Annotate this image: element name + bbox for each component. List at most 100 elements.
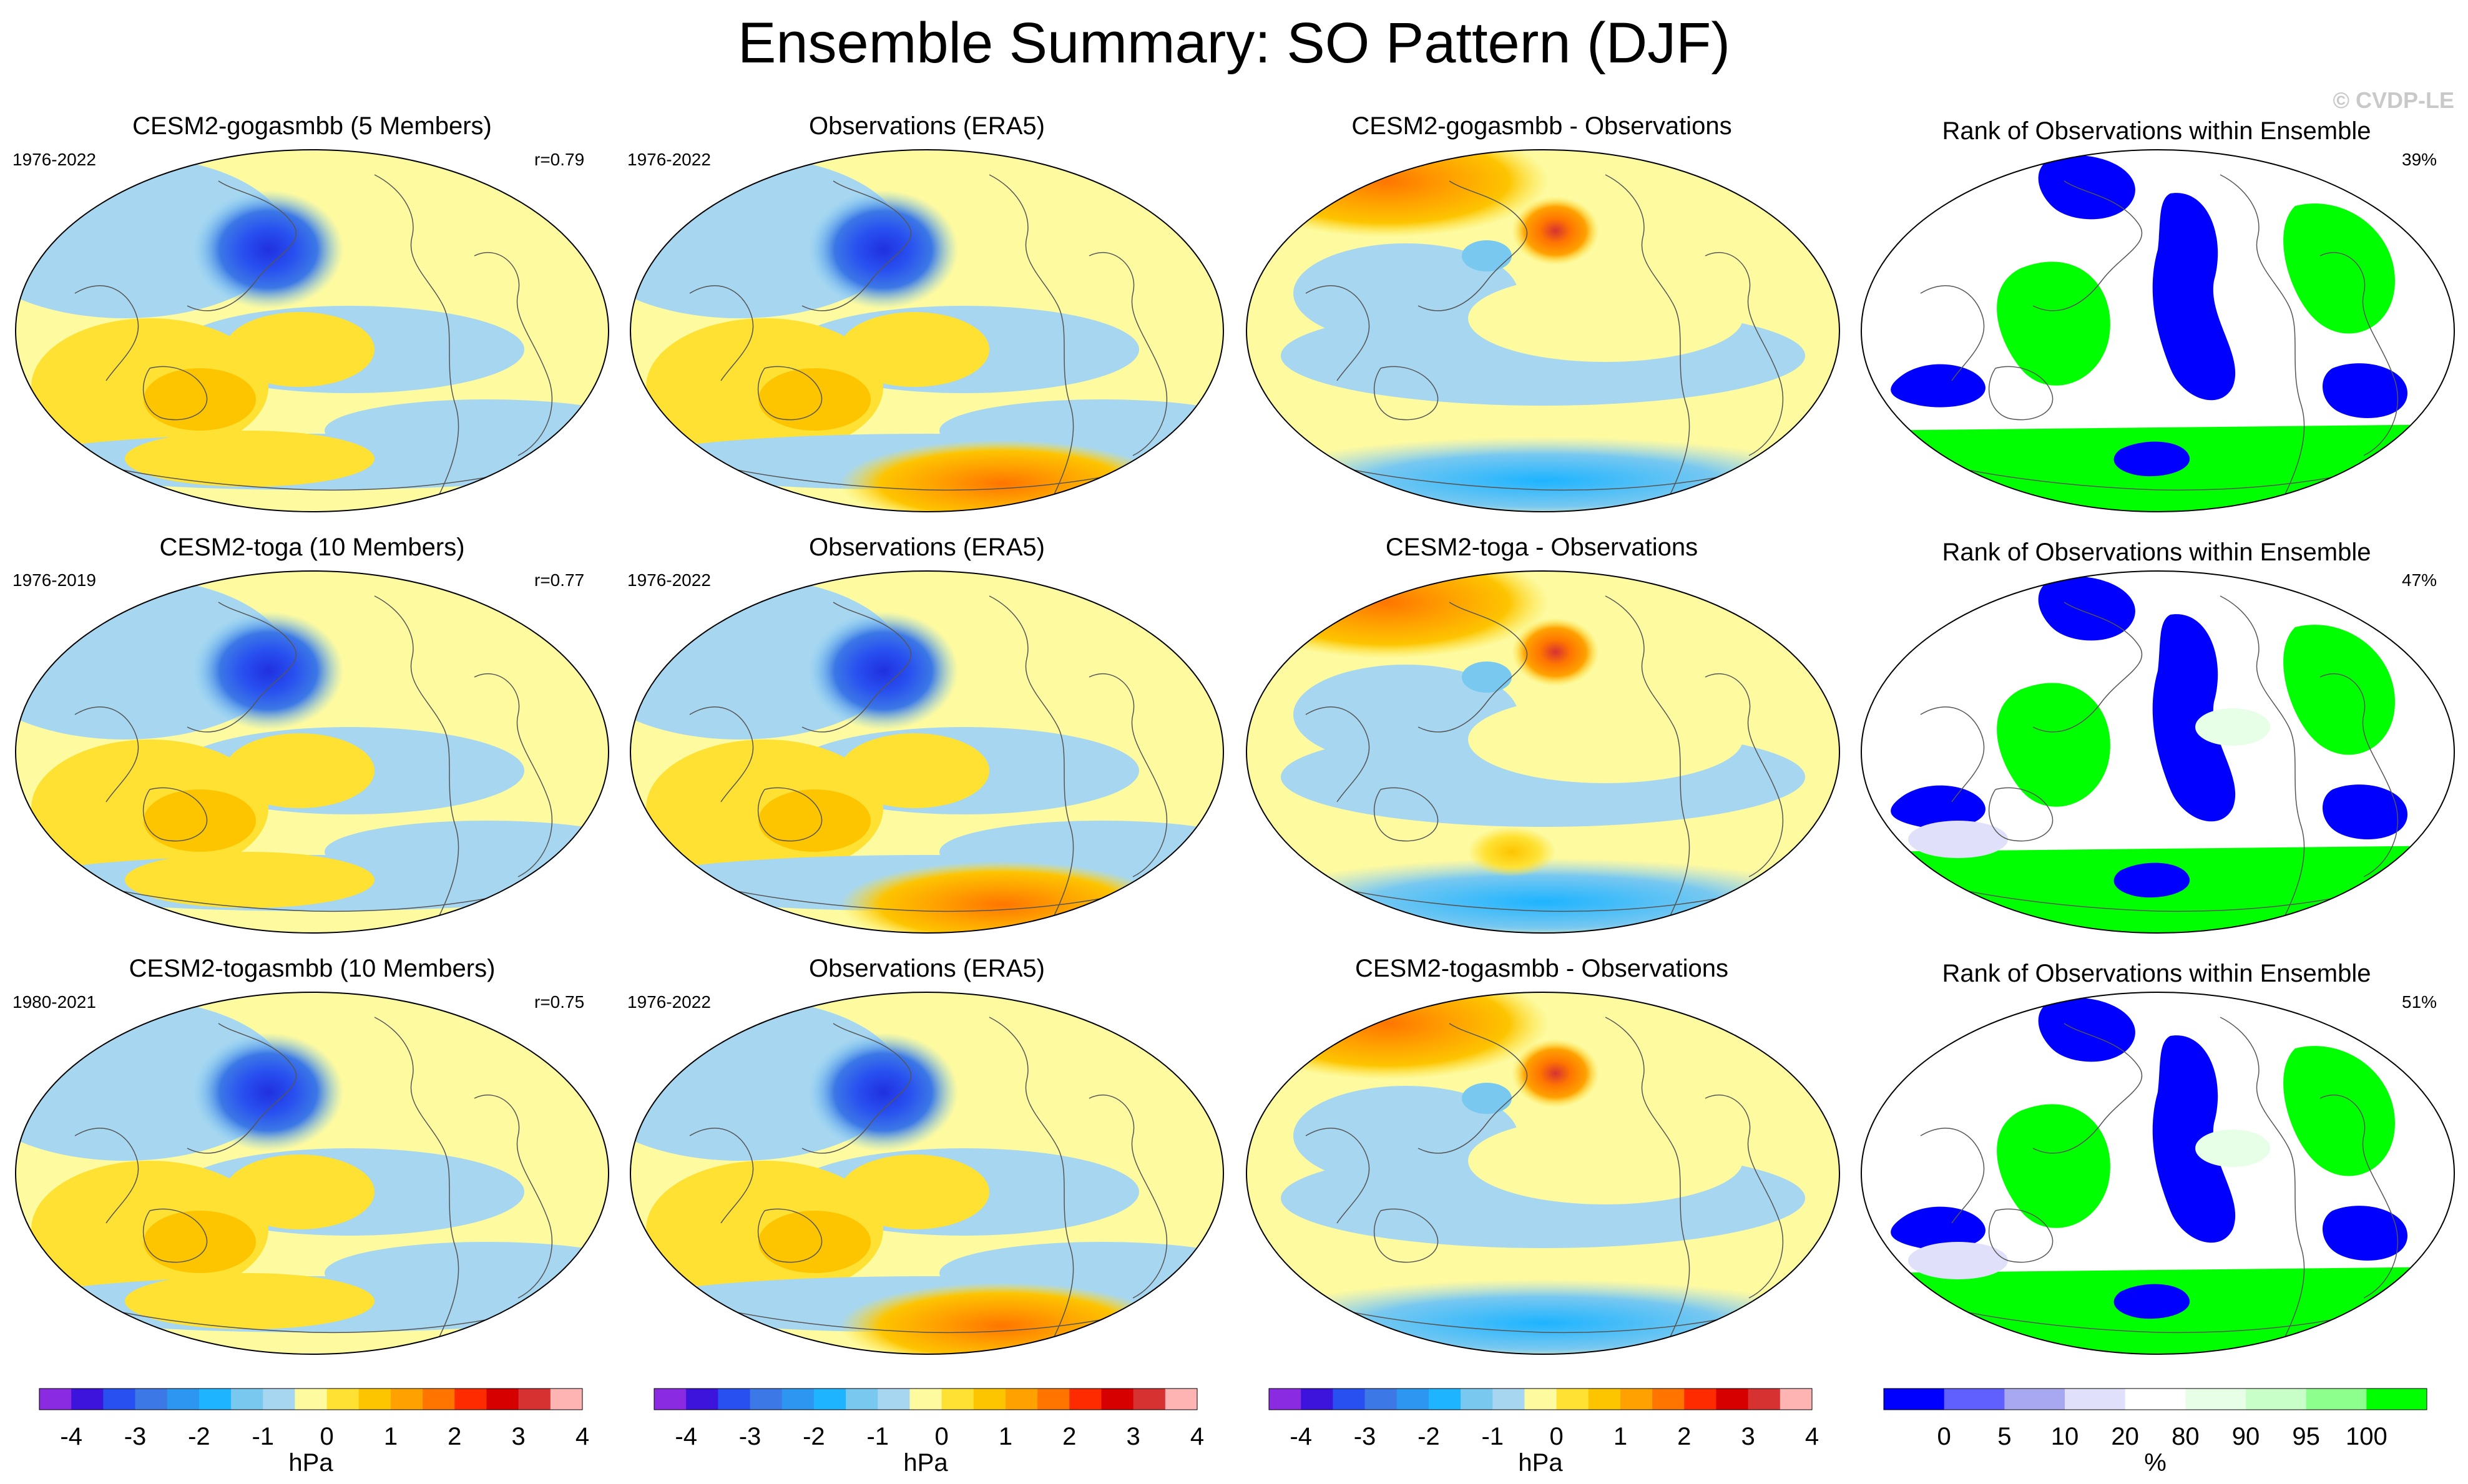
rank-region-low — [2038, 997, 2135, 1062]
colorbar-tick-label: -1 — [1481, 1423, 1504, 1450]
colorbar-hpa-2: -4 -3 -2 -1 0 1 2 3 4 hPa — [654, 1388, 1204, 1477]
colorbar-tick-label: 0 — [1937, 1423, 1951, 1450]
panel-title-obs: Observations (ERA5) — [809, 534, 1045, 561]
colorbar-tick-label: 2 — [1062, 1423, 1076, 1450]
field-region — [758, 789, 871, 852]
coastline — [989, 1017, 1074, 1342]
field-region — [758, 1211, 871, 1273]
colorbar-tick-label: -4 — [60, 1423, 82, 1450]
rank-region-low — [2152, 1035, 2236, 1243]
map-border — [15, 570, 609, 934]
rank-region-low — [2113, 441, 2190, 477]
colorbar-swatch — [486, 1389, 519, 1410]
colorbar-swatch — [813, 1389, 846, 1410]
rank-region-low — [2322, 1206, 2407, 1261]
colorbar-tick-label: 0 — [320, 1423, 333, 1450]
coastline — [474, 1094, 553, 1299]
colorbar-tick-label: 95 — [2292, 1423, 2320, 1450]
colorbar-swatch — [71, 1389, 104, 1410]
colorbar-unit: % — [2144, 1449, 2167, 1477]
field-high — [1468, 827, 1555, 877]
colorbar-swatch — [654, 1389, 687, 1410]
colorbar-swatch — [423, 1389, 455, 1410]
coastline — [1988, 1208, 2054, 1263]
colorbar-swatch — [1716, 1389, 1749, 1410]
map-border — [1246, 992, 1840, 1355]
rank-region-low — [2038, 576, 2135, 641]
colorbar-swatch — [973, 1389, 1006, 1410]
colorbar-tick-label: -2 — [803, 1423, 825, 1450]
colorbar-tick-label: -3 — [124, 1423, 147, 1450]
coastline — [989, 595, 1074, 921]
coastline — [757, 787, 823, 842]
panel-title-rank: Rank of Observations within Ensemble — [1942, 539, 2371, 566]
colorbar-unit: hPa — [1518, 1449, 1563, 1477]
colorbar-swatch — [1269, 1389, 1301, 1410]
coastline — [801, 602, 912, 733]
field-low — [193, 190, 343, 309]
field-region — [1462, 1083, 1512, 1114]
map-panel-8 — [1861, 570, 2455, 934]
colorbar-swatch — [2125, 1389, 2186, 1410]
field-high — [1512, 197, 1599, 265]
colorbar-swatch — [1133, 1389, 1166, 1410]
coastline — [2319, 1094, 2399, 1299]
colorbar-frame — [1268, 1388, 1813, 1410]
field-region — [125, 1273, 375, 1329]
coastline — [1705, 1094, 1784, 1299]
colorbar-tick-label: 1 — [1614, 1423, 1627, 1450]
panel-rank-percent: 51% — [2402, 992, 2437, 1012]
map-border — [1246, 570, 1840, 934]
coastline — [374, 595, 459, 921]
coastline — [74, 706, 139, 803]
panel-years: 1976-2022 — [627, 570, 711, 590]
coastline — [801, 1023, 912, 1154]
colorbar-tick-label: -1 — [252, 1423, 274, 1450]
panel-title-obs: Observations (ERA5) — [809, 112, 1045, 140]
colorbar-swatch — [2246, 1389, 2307, 1410]
map-panel-2 — [630, 149, 1224, 512]
rank-region-low — [2322, 784, 2407, 839]
colorbar-swatch — [198, 1389, 232, 1410]
colorbar-tick-label: 3 — [512, 1423, 526, 1450]
field-low — [808, 612, 958, 730]
rank-region-high — [1997, 261, 2110, 386]
field-region — [225, 312, 375, 387]
colorbar-swatch — [1684, 1389, 1716, 1410]
colorbar-swatch — [846, 1389, 878, 1410]
rank-region-mid — [1908, 821, 2008, 858]
coastline — [2032, 1023, 2143, 1154]
coastline — [1373, 787, 1439, 842]
colorbar-tick-label: -4 — [1290, 1423, 1312, 1450]
panel-years: 1976-2022 — [627, 150, 711, 169]
colorbar-hpa-1: -4 -3 -2 -1 0 1 2 3 4 hPa — [39, 1388, 589, 1477]
colorbar-tick-label: 3 — [1741, 1423, 1755, 1450]
panel-years: 1980-2021 — [12, 992, 96, 1012]
colorbar-swatch — [2004, 1389, 2065, 1410]
colorbar-swatch — [39, 1389, 72, 1410]
colorbar-swatch — [1780, 1389, 1813, 1410]
colorbar-swatch — [295, 1389, 328, 1410]
rank-region-high — [1997, 683, 2110, 807]
field-region — [1293, 1086, 1518, 1186]
colorbar-swatch — [1396, 1389, 1429, 1410]
colorbar-swatch — [1037, 1389, 1070, 1410]
coastline — [1305, 1128, 1370, 1224]
coastline — [689, 706, 754, 803]
field-region — [144, 368, 256, 431]
colorbar-tick-label: -1 — [866, 1423, 889, 1450]
rank-region-high — [2283, 625, 2395, 755]
colorbar-tick-label: 4 — [1190, 1423, 1204, 1450]
map-border — [15, 149, 609, 512]
colorbar-swatch — [454, 1389, 487, 1410]
colorbar-swatch — [2366, 1389, 2427, 1410]
coastline — [1089, 673, 1168, 877]
page-title: Ensemble Summary: SO Pattern (DJF) — [738, 11, 1730, 75]
colorbar-tick-label: 4 — [1805, 1423, 1819, 1450]
panel-title-diff: CESM2-togasmbb - Observations — [1354, 955, 1728, 982]
coastline — [142, 1208, 208, 1263]
coastline — [1705, 251, 1784, 456]
colorbar-frame — [39, 1388, 583, 1410]
field-region — [1462, 661, 1512, 693]
panel-correlation: r=0.79 — [534, 150, 585, 169]
